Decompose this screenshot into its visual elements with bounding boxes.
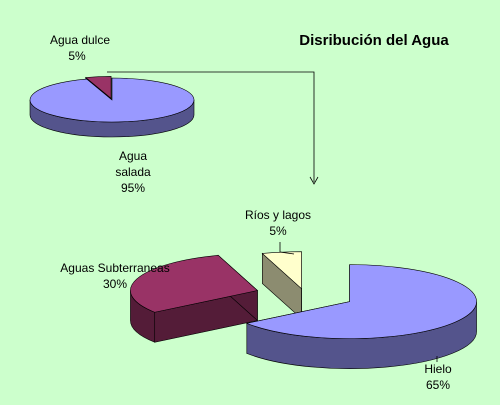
label-rios-lagos: Ríos y lagos (245, 208, 311, 222)
pie-chart-fresh-water (130, 251, 477, 369)
value-agua-salada: 95% (121, 181, 145, 195)
label-hielo: Hielo (424, 362, 452, 376)
label-agua-salada-line2: salada (115, 165, 151, 179)
label-agua-salada-line1: Agua (119, 149, 147, 163)
connector-arrowhead (309, 176, 319, 185)
leader-line-rios (279, 242, 295, 255)
pie-slice-agua-salada (29, 77, 195, 123)
pie-chart-total-water (29, 76, 195, 138)
connector-line (107, 71, 315, 182)
value-agua-dulce: 5% (68, 49, 86, 63)
value-aguas-subterraneas: 30% (103, 277, 127, 291)
label-aguas-subterraneas: Aguas Subterraneas (60, 261, 169, 275)
pie-slice-hielo (245, 264, 477, 339)
label-agua-dulce: Agua dulce (50, 33, 110, 47)
pie-slice-aguas-subterraneas (130, 254, 259, 313)
chart-title: Disribución del Agua (299, 32, 449, 49)
pie-slice-agua-dulce (84, 76, 112, 100)
value-hielo: 65% (426, 378, 450, 392)
value-rios-lagos: 5% (269, 224, 287, 238)
